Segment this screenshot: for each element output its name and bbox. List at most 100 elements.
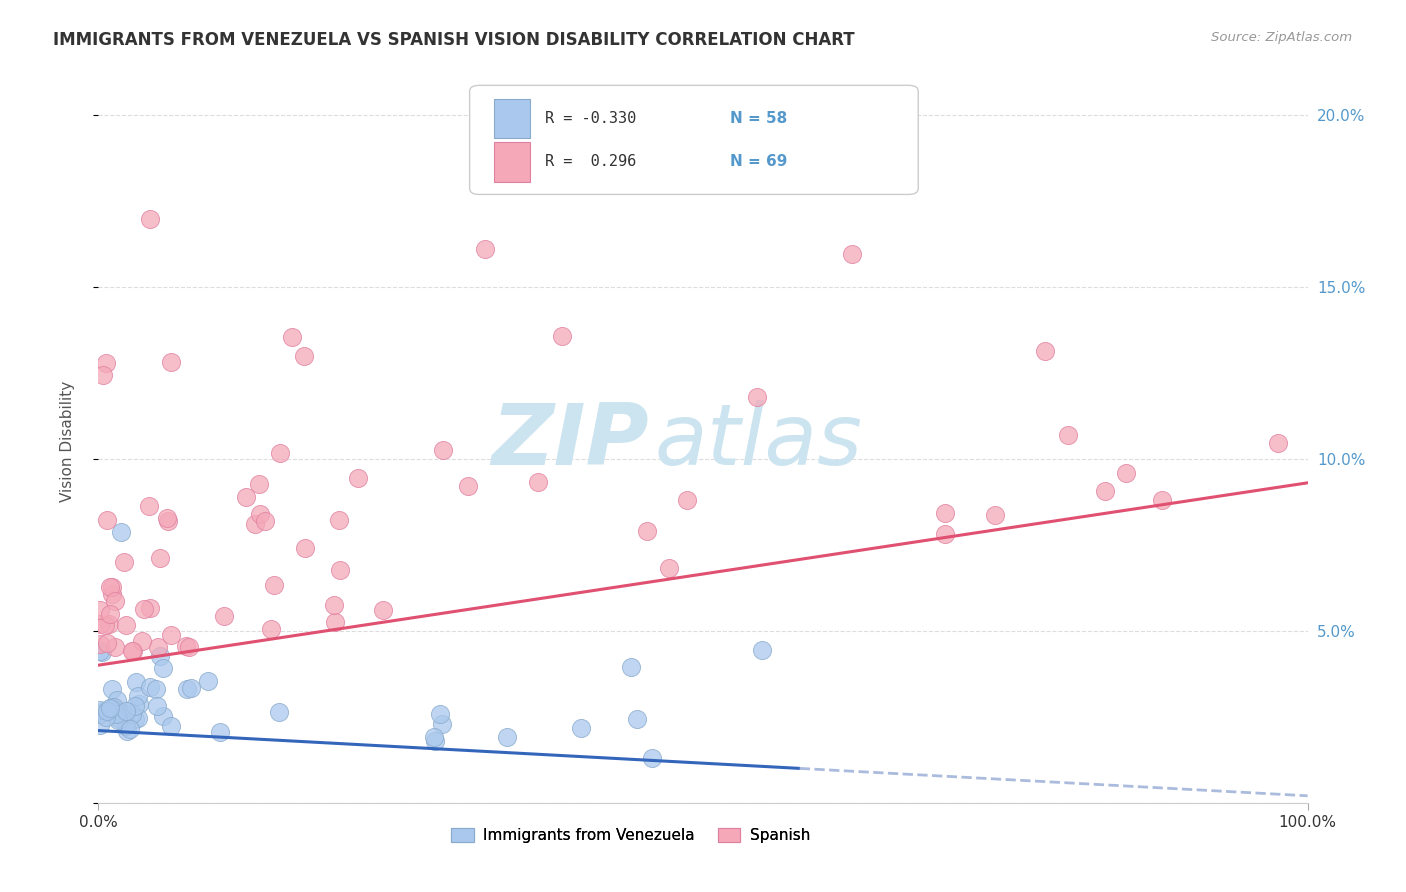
- Point: [249, 508, 271, 522]
- Text: R =  0.296: R = 0.296: [544, 154, 636, 169]
- Point: [122, 644, 145, 658]
- Point: [134, 601, 156, 615]
- Point: [212, 608, 235, 623]
- Point: [104, 703, 127, 717]
- Point: [325, 615, 347, 630]
- Point: [96, 704, 118, 718]
- Point: [280, 330, 302, 344]
- Point: [156, 514, 179, 528]
- Point: [101, 702, 124, 716]
- Point: [104, 704, 127, 718]
- Point: [1094, 484, 1116, 499]
- Point: [97, 616, 120, 631]
- Point: [156, 510, 179, 524]
- Point: [114, 707, 136, 722]
- Point: [100, 580, 122, 594]
- Point: [128, 698, 150, 712]
- Point: [159, 628, 181, 642]
- Point: [620, 660, 643, 674]
- Point: [841, 247, 863, 261]
- Point: [934, 506, 956, 520]
- Point: [98, 607, 121, 622]
- Text: IMMIGRANTS FROM VENEZUELA VS SPANISH VISION DISABILITY CORRELATION CHART: IMMIGRANTS FROM VENEZUELA VS SPANISH VIS…: [53, 31, 855, 49]
- Point: [89, 617, 111, 632]
- Point: [423, 734, 446, 748]
- Text: atlas: atlas: [655, 400, 863, 483]
- Point: [177, 640, 200, 655]
- Point: [751, 643, 773, 657]
- Point: [118, 723, 141, 737]
- Point: [983, 508, 1005, 522]
- Point: [90, 644, 112, 658]
- Point: [294, 541, 316, 556]
- Point: [1267, 436, 1289, 450]
- Point: [139, 680, 162, 694]
- Point: [253, 515, 276, 529]
- Text: R = -0.330: R = -0.330: [544, 112, 636, 126]
- Point: [131, 634, 153, 648]
- Point: [658, 561, 681, 575]
- Point: [1115, 466, 1137, 480]
- Point: [115, 719, 138, 733]
- Point: [329, 563, 352, 577]
- Point: [328, 513, 350, 527]
- Point: [89, 703, 111, 717]
- Text: N = 69: N = 69: [730, 154, 787, 169]
- Point: [429, 707, 451, 722]
- Point: [89, 637, 111, 651]
- Point: [138, 500, 160, 514]
- Point: [934, 527, 956, 541]
- Point: [267, 705, 290, 719]
- Point: [152, 660, 174, 674]
- Point: [569, 721, 592, 735]
- Point: [145, 698, 167, 713]
- Point: [1033, 344, 1056, 359]
- Point: [626, 712, 648, 726]
- Point: [114, 711, 136, 725]
- Point: [235, 490, 257, 504]
- Point: [636, 524, 658, 538]
- Point: [121, 644, 143, 658]
- Point: [124, 674, 146, 689]
- Point: [115, 704, 138, 718]
- Point: [474, 242, 496, 256]
- Point: [160, 719, 183, 733]
- Point: [152, 709, 174, 723]
- Point: [112, 556, 135, 570]
- Point: [98, 701, 121, 715]
- Point: [197, 674, 219, 689]
- Point: [89, 718, 111, 732]
- Point: [551, 329, 574, 343]
- Text: Source: ZipAtlas.com: Source: ZipAtlas.com: [1212, 31, 1353, 45]
- Point: [176, 639, 198, 653]
- Point: [98, 581, 121, 595]
- Point: [149, 551, 172, 566]
- Point: [105, 693, 128, 707]
- FancyBboxPatch shape: [494, 142, 530, 182]
- Point: [176, 681, 198, 696]
- Point: [110, 524, 132, 539]
- Point: [263, 578, 285, 592]
- Point: [124, 712, 146, 726]
- Point: [1057, 428, 1080, 442]
- Point: [269, 446, 291, 460]
- Point: [107, 711, 129, 725]
- Point: [495, 730, 517, 744]
- Point: [91, 368, 114, 382]
- Point: [247, 477, 270, 491]
- Point: [94, 710, 117, 724]
- Point: [1152, 493, 1174, 508]
- Point: [139, 601, 162, 615]
- Point: [146, 640, 169, 655]
- Point: [526, 475, 548, 489]
- Point: [96, 513, 118, 527]
- Point: [260, 622, 283, 636]
- Text: N = 58: N = 58: [730, 112, 787, 126]
- Point: [101, 700, 124, 714]
- Point: [347, 470, 370, 484]
- Point: [115, 723, 138, 738]
- Point: [94, 618, 117, 632]
- Point: [104, 640, 127, 654]
- Point: [103, 700, 125, 714]
- Point: [138, 211, 160, 226]
